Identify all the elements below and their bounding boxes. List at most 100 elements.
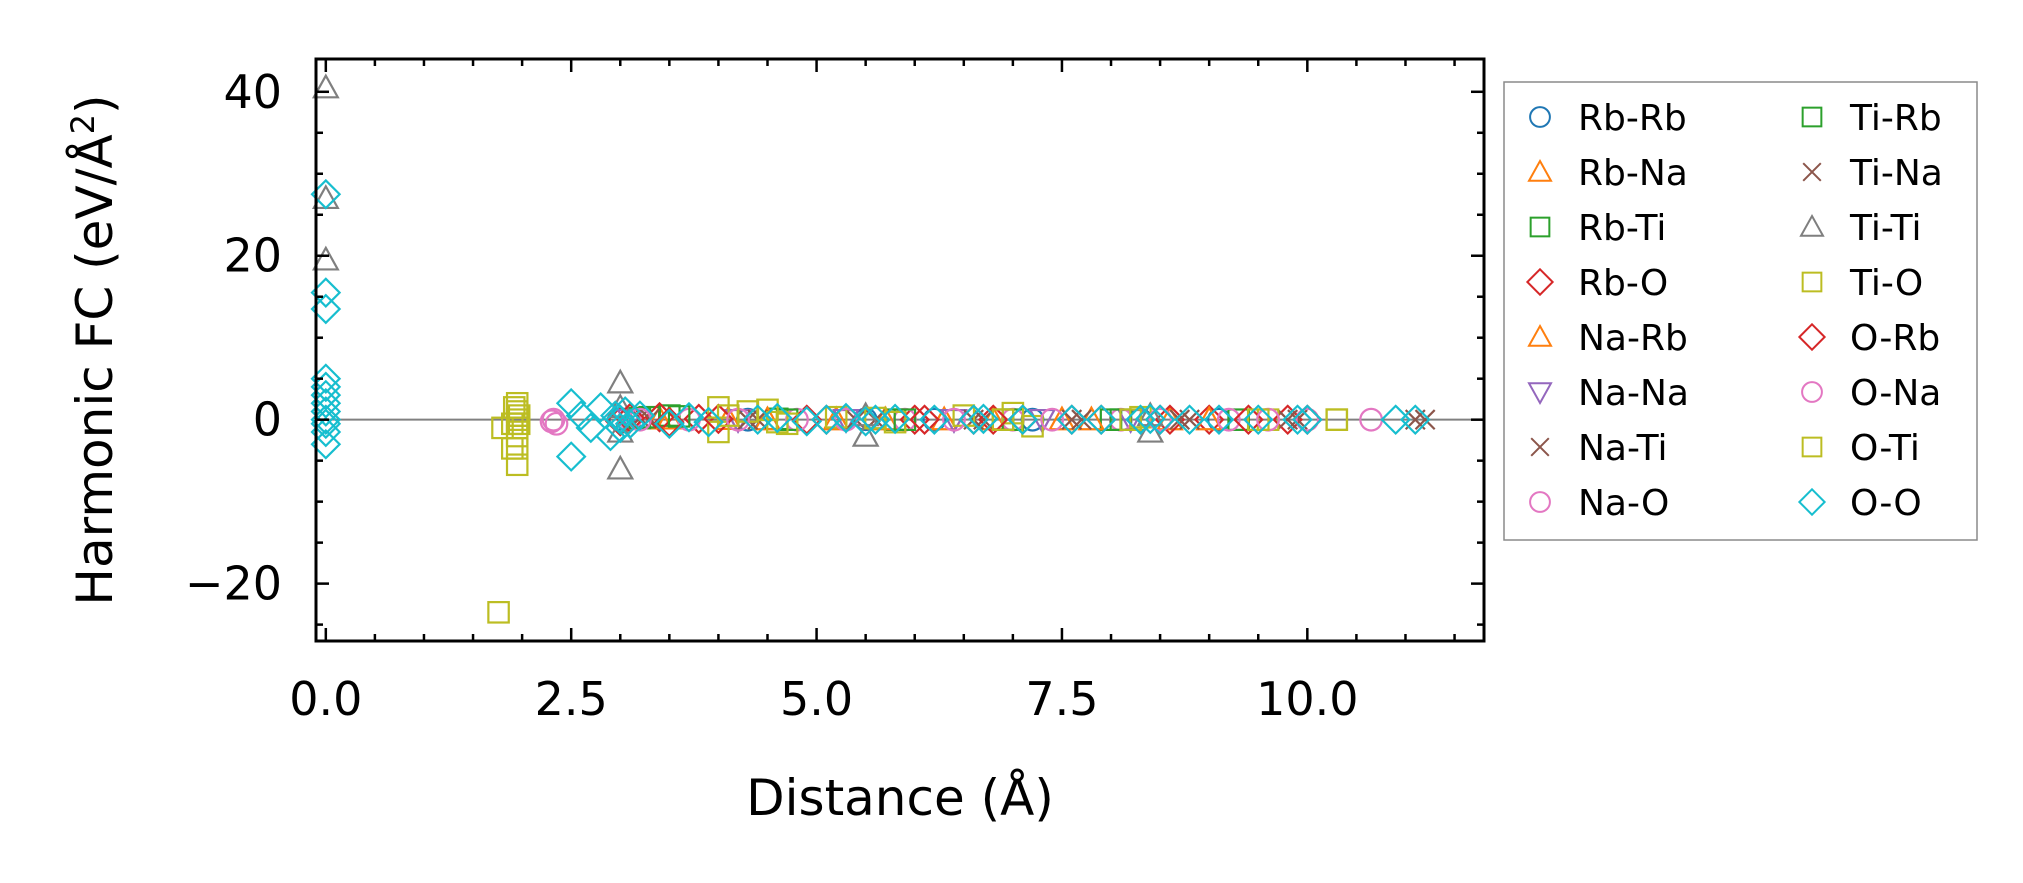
data-point xyxy=(585,392,616,423)
data-point xyxy=(968,403,999,435)
legend-label: Rb-Rb xyxy=(1578,98,1687,139)
data-point xyxy=(1144,404,1176,436)
legend-marker xyxy=(1530,437,1550,457)
data-point xyxy=(1399,404,1431,436)
data-point xyxy=(1325,408,1349,431)
data-point xyxy=(1056,404,1088,436)
legend-label: Ti-Rb xyxy=(1849,98,1942,139)
data-point xyxy=(879,403,911,435)
legend-marker xyxy=(1797,487,1827,517)
data-point xyxy=(624,400,656,431)
data-point xyxy=(1174,404,1205,436)
data-point xyxy=(653,406,685,438)
data-point xyxy=(502,396,526,419)
data-point xyxy=(1134,403,1166,435)
data-point xyxy=(1048,405,1076,431)
legend-label: Ti-Na xyxy=(1849,153,1943,194)
legend-marker xyxy=(1801,381,1823,403)
x-tick-label: 5.0 xyxy=(780,672,853,726)
data-point xyxy=(851,421,880,447)
data-point xyxy=(575,412,607,444)
data-point xyxy=(824,405,848,429)
data-point xyxy=(1216,407,1241,432)
legend-marker xyxy=(1797,322,1827,352)
data-point xyxy=(555,441,587,472)
legend-label: O-O xyxy=(1850,483,1922,524)
data-point xyxy=(311,245,340,271)
legend-label: Ti-O xyxy=(1849,263,1923,304)
data-point xyxy=(716,404,740,427)
data-point xyxy=(539,409,564,434)
data-point xyxy=(830,402,862,434)
data-point xyxy=(850,405,882,437)
y-tick-label: 20 xyxy=(223,229,282,283)
data-point xyxy=(555,387,587,419)
data-point xyxy=(1169,409,1191,431)
y-tick-label: 40 xyxy=(223,65,282,119)
x-tick-label: 0.0 xyxy=(289,672,362,726)
y-axis-title-superscript: 2 xyxy=(64,114,102,134)
legend-label: Na-Na xyxy=(1578,373,1689,414)
data-point xyxy=(487,601,510,624)
data-point xyxy=(922,407,947,432)
x-axis-title: Distance (Å) xyxy=(746,769,1054,827)
data-point xyxy=(1246,408,1270,431)
data-point xyxy=(1295,407,1320,432)
data-point xyxy=(1007,404,1039,436)
legend: Rb-Rb Rb-Na Rb-Ti Rb-O Na-Rb Na-Na Na-Ti Na-O Ti… xyxy=(1503,81,1978,541)
data-point xyxy=(673,401,705,433)
data-point xyxy=(1040,407,1065,432)
legend-marker xyxy=(1527,382,1553,406)
y-axis-title: Harmonic FC (eV/Å2) xyxy=(64,94,124,605)
legend-marker xyxy=(1525,267,1555,297)
data-point xyxy=(1277,409,1299,431)
data-point xyxy=(1414,409,1436,431)
y-axis-title-main: Harmonic FC (eV/Å xyxy=(66,134,124,605)
data-point xyxy=(606,368,635,394)
legend-label: O-Na xyxy=(1850,373,1941,414)
data-point xyxy=(942,407,966,432)
x-tick-label: 2.5 xyxy=(535,672,608,726)
data-point xyxy=(544,411,569,436)
data-point xyxy=(909,404,940,436)
legend-marker xyxy=(1527,323,1553,347)
data-point xyxy=(505,437,529,460)
data-point xyxy=(505,453,529,477)
legend-label: Rb-O xyxy=(1578,263,1668,304)
tick-labels-layer: 0.0 2.5 5.0 7.5 10.0 −20 0 20 40 xyxy=(185,65,1359,726)
data-point xyxy=(614,408,646,440)
data-point xyxy=(1119,408,1142,431)
y-tick-label: −20 xyxy=(185,557,282,611)
data-point xyxy=(1148,407,1173,432)
data-point xyxy=(1242,404,1274,436)
data-point xyxy=(918,404,950,436)
legend-label: Na-O xyxy=(1578,483,1669,524)
legend-label: O-Ti xyxy=(1850,428,1920,469)
legend-marker xyxy=(1529,106,1551,128)
data-point xyxy=(1207,407,1231,432)
data-point xyxy=(1085,404,1117,436)
legend-items: Rb-Rb Rb-Na Rb-Ti Rb-O Na-Rb Na-Na Na-Ti Na-O Ti… xyxy=(1525,98,1943,524)
ticks-layer xyxy=(316,59,1484,641)
legend-marker xyxy=(1529,491,1551,513)
legend-frame xyxy=(1503,81,1978,541)
legend-label: Na-Ti xyxy=(1578,428,1668,469)
data-point xyxy=(311,73,340,99)
legend-marker xyxy=(1799,213,1825,237)
legend-marker xyxy=(1801,271,1823,293)
plot-frame xyxy=(314,57,1486,643)
legend-marker xyxy=(1801,436,1823,458)
legend-label: O-Rb xyxy=(1850,318,1940,359)
data-point xyxy=(761,402,793,434)
legend-marker xyxy=(1529,216,1551,238)
data-point xyxy=(864,406,887,430)
data-point xyxy=(604,404,636,436)
data-point xyxy=(1203,404,1235,436)
legend-label: Rb-Ti xyxy=(1578,208,1666,249)
y-tick-label: 0 xyxy=(253,393,282,447)
data-point xyxy=(541,407,566,432)
data-point xyxy=(606,454,635,480)
data-point xyxy=(822,405,851,431)
data-point xyxy=(693,406,724,438)
